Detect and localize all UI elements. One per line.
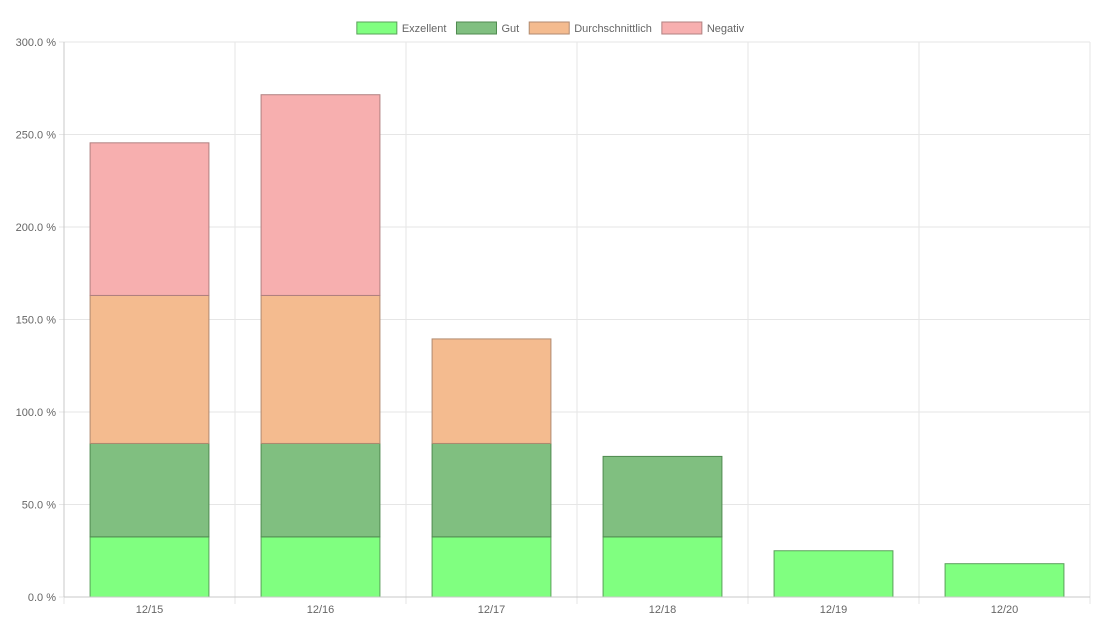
legend-label: Durchschnittlich <box>574 23 652 35</box>
bar-exzellent-12-15[interactable] <box>89 536 210 598</box>
legend-item-negativ[interactable]: Negativ <box>661 21 745 35</box>
axes-layer: 0.0 % 50.0 % 100.0 % 150.0 % 200.0 % 250.0 % 3… <box>16 37 1090 616</box>
legend-swatch <box>455 21 497 35</box>
y-tick-label: 100.0 % <box>16 407 57 419</box>
bar-gut-12-17[interactable] <box>431 442 552 538</box>
bar-durchschnittlich-12-16[interactable] <box>260 294 381 444</box>
bar-gut-12-15[interactable] <box>89 442 210 538</box>
x-tick-label: 12/20 <box>991 604 1019 616</box>
legend-swatch <box>528 21 570 35</box>
legend-item-exzellent[interactable]: Exzellent <box>356 21 447 35</box>
x-tick-label: 12/16 <box>307 604 335 616</box>
bar-gut-12-18[interactable] <box>602 455 723 538</box>
y-tick-label: 50.0 % <box>22 500 56 512</box>
bar-exzellent-12-16[interactable] <box>260 536 381 598</box>
legend-label: Exzellent <box>402 23 447 35</box>
x-tick-label: 12/18 <box>649 604 677 616</box>
y-tick-label: 150.0 % <box>16 315 57 327</box>
legend-label: Gut <box>501 23 519 35</box>
bars-layer <box>89 94 1065 598</box>
legend-swatch <box>356 21 398 35</box>
bar-exzellent-12-18[interactable] <box>602 536 723 598</box>
legend-swatch <box>661 21 703 35</box>
bar-negativ-12-15[interactable] <box>89 142 210 296</box>
bar-gut-12-16[interactable] <box>260 442 381 538</box>
grid-layer <box>59 41 1091 604</box>
x-tick-label: 12/15 <box>136 604 164 616</box>
legend-item-durchschnittlich[interactable]: Durchschnittlich <box>528 21 652 35</box>
legend-label: Negativ <box>707 23 745 35</box>
y-tick-label: 0.0 % <box>28 592 56 604</box>
bar-exzellent-12-17[interactable] <box>431 536 552 598</box>
x-tick-label: 12/17 <box>478 604 506 616</box>
legend-item-gut[interactable]: Gut <box>455 21 519 35</box>
legend[interactable]: Exzellent Gut Durchschnittlich Negativ <box>356 21 745 35</box>
bar-negativ-12-16[interactable] <box>260 94 381 296</box>
y-tick-label: 300.0 % <box>16 37 57 49</box>
bar-durchschnittlich-12-15[interactable] <box>89 294 210 444</box>
bar-exzellent-12-20[interactable] <box>944 563 1065 598</box>
bar-exzellent-12-19[interactable] <box>773 550 894 598</box>
x-tick-label: 12/19 <box>820 604 848 616</box>
bar-durchschnittlich-12-17[interactable] <box>431 338 552 444</box>
y-tick-label: 250.0 % <box>16 130 57 142</box>
y-tick-label: 200.0 % <box>16 222 57 234</box>
